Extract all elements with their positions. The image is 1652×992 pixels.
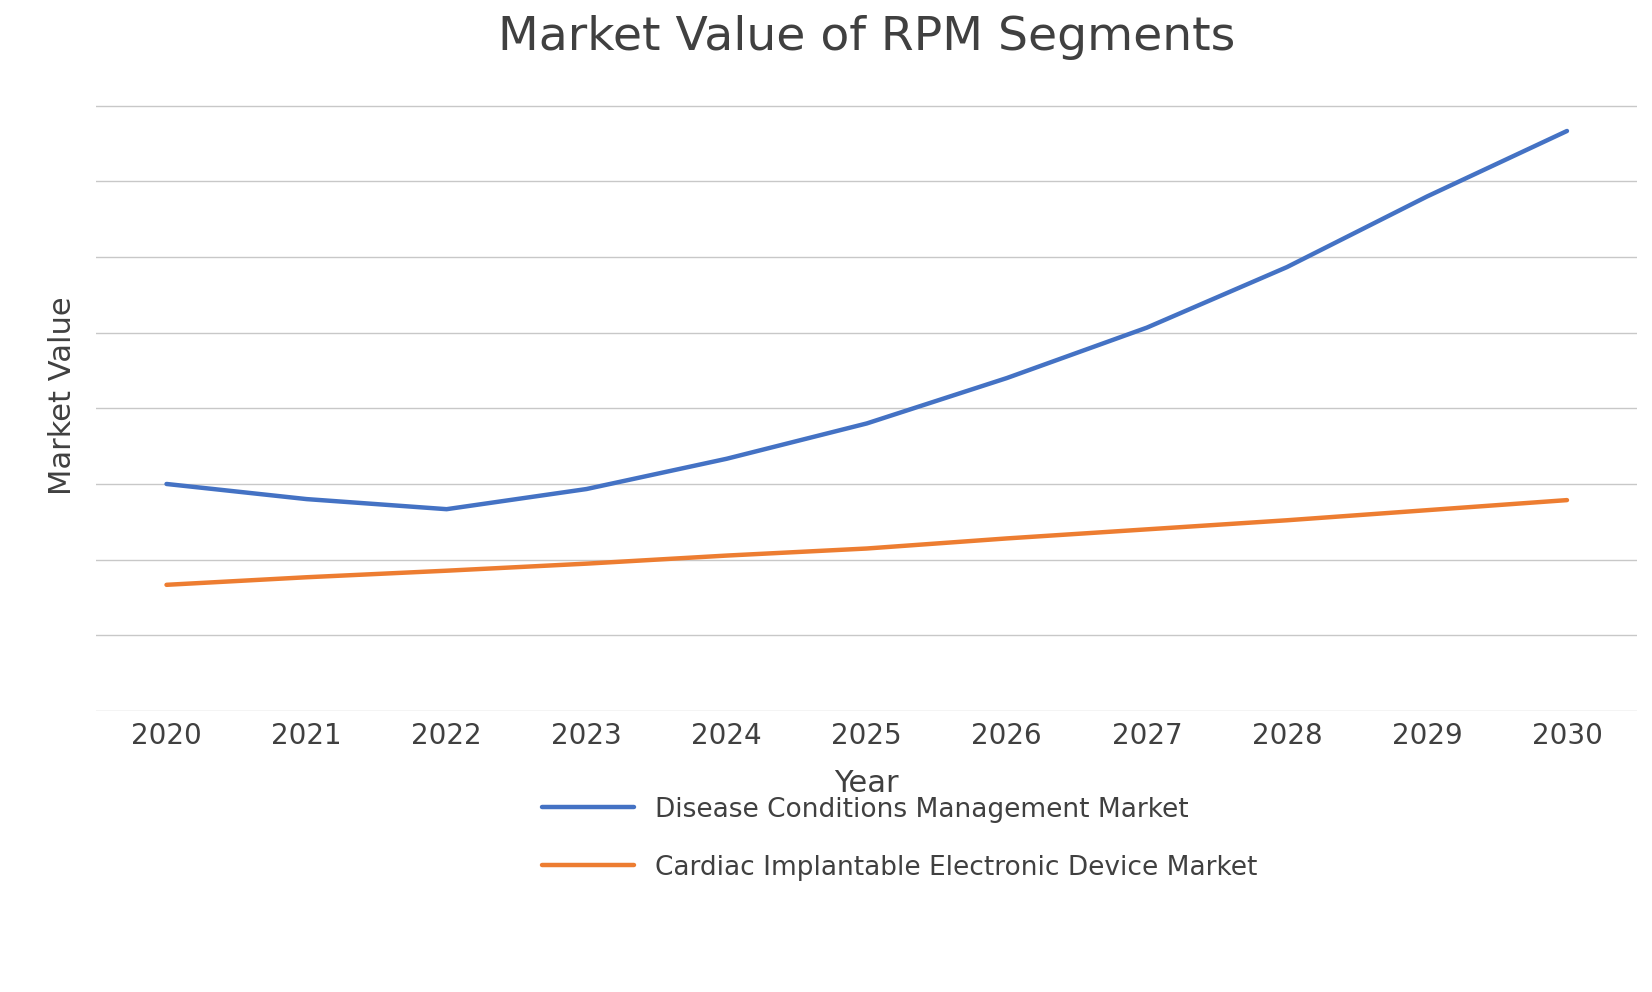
Disease Conditions Management Market bbox=[1558, 125, 1578, 137]
Disease Conditions Management Market bbox=[1417, 190, 1437, 202]
Cardiac Implantable Electronic Device Market bbox=[297, 571, 317, 583]
Disease Conditions Management Market bbox=[1137, 321, 1156, 333]
Cardiac Implantable Electronic Device Market bbox=[436, 564, 456, 576]
Legend: Disease Conditions Management Market, Cardiac Implantable Electronic Device Mark: Disease Conditions Management Market, Ca… bbox=[542, 797, 1257, 881]
Cardiac Implantable Electronic Device Market bbox=[996, 533, 1016, 545]
Y-axis label: Market Value: Market Value bbox=[48, 297, 78, 495]
Cardiac Implantable Electronic Device Market bbox=[857, 543, 877, 555]
Disease Conditions Management Market bbox=[297, 493, 317, 505]
Disease Conditions Management Market bbox=[436, 503, 456, 515]
Title: Market Value of RPM Segments: Market Value of RPM Segments bbox=[499, 15, 1236, 60]
Cardiac Implantable Electronic Device Market bbox=[1277, 514, 1297, 526]
Cardiac Implantable Electronic Device Market bbox=[1137, 524, 1156, 536]
X-axis label: Year: Year bbox=[834, 770, 899, 799]
Disease Conditions Management Market bbox=[996, 372, 1016, 384]
Disease Conditions Management Market bbox=[857, 418, 877, 430]
Disease Conditions Management Market bbox=[157, 478, 177, 490]
Disease Conditions Management Market bbox=[1277, 261, 1297, 273]
Cardiac Implantable Electronic Device Market bbox=[717, 550, 737, 561]
Line: Disease Conditions Management Market: Disease Conditions Management Market bbox=[167, 131, 1568, 509]
Disease Conditions Management Market bbox=[717, 452, 737, 464]
Cardiac Implantable Electronic Device Market bbox=[1558, 494, 1578, 506]
Disease Conditions Management Market bbox=[577, 483, 596, 495]
Cardiac Implantable Electronic Device Market bbox=[157, 579, 177, 591]
Cardiac Implantable Electronic Device Market bbox=[1417, 504, 1437, 516]
Line: Cardiac Implantable Electronic Device Market: Cardiac Implantable Electronic Device Ma… bbox=[167, 500, 1568, 585]
Cardiac Implantable Electronic Device Market bbox=[577, 558, 596, 569]
